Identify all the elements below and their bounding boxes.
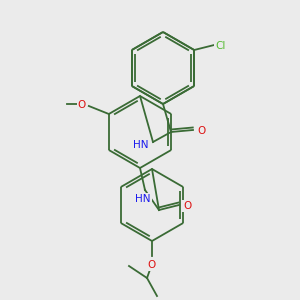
Text: O: O xyxy=(183,201,191,211)
Text: O: O xyxy=(197,126,205,136)
Text: O: O xyxy=(148,260,156,270)
Text: HN: HN xyxy=(135,194,151,204)
Text: HN: HN xyxy=(133,140,149,150)
Text: O: O xyxy=(78,100,86,110)
Text: Cl: Cl xyxy=(215,41,225,51)
